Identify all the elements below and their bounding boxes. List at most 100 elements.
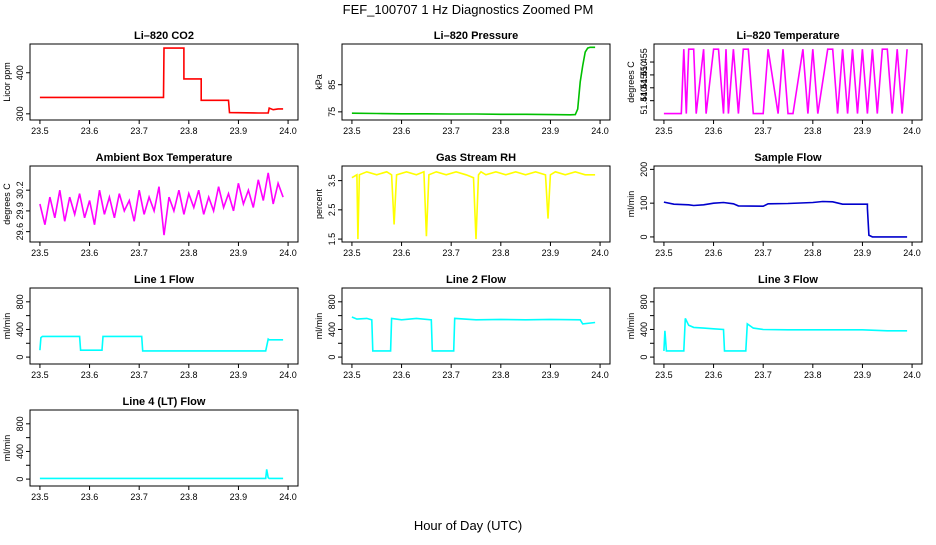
y-tick-label: 29.6 (15, 223, 25, 241)
plot-frame (29, 287, 299, 365)
x-tick-label: 23.6 (705, 370, 723, 380)
plot-frame (341, 287, 611, 365)
series-line (351, 170, 596, 240)
y-axis-label: ml/min (2, 313, 12, 340)
page-title: FEF_100707 1 Hz Diagnostics Zoomed PM (342, 2, 594, 17)
x-tick-label: 24.0 (279, 248, 297, 258)
x-tick-label: 23.6 (81, 126, 99, 136)
chart-panel-3: Li–820 Temperature degrees C 23.5 23.6 23.7 2… (626, 30, 923, 136)
y-axis-label: degrees C (626, 61, 636, 103)
chart-panel-4: Ambient Box Temperature degrees C 23.5 23.6… (2, 152, 299, 258)
x-tick-label: 24.0 (903, 126, 921, 136)
y-tick-label: 3.5 (327, 174, 337, 187)
x-tick-label: 23.9 (542, 248, 560, 258)
chart-panel-9: Line 3 Flow ml/min 23.5 23.6 23.7 23.8 23.9 24.… (626, 274, 923, 380)
y-tick-label: 51.440 (639, 87, 649, 115)
x-tick-label: 23.9 (542, 126, 560, 136)
x-tick-label: 23.5 (343, 126, 361, 136)
y-tick-label: 51.455 (639, 48, 649, 76)
chart-panel-7: Line 1 Flow ml/min 23.5 23.6 23.7 23.8 23.9 24.… (2, 274, 299, 380)
y-tick-label: 800 (639, 294, 649, 309)
x-tick-label: 23.9 (230, 248, 248, 258)
y-axis-label: ml/min (314, 313, 324, 340)
x-tick-label: 23.8 (492, 248, 510, 258)
chart-title: Li–820 CO2 (134, 30, 194, 42)
series-line (351, 316, 596, 352)
x-tick-label: 23.6 (81, 248, 99, 258)
x-tick-label: 23.9 (230, 126, 248, 136)
series-line (39, 469, 284, 480)
x-tick-label: 23.7 (754, 126, 772, 136)
x-tick-label: 23.6 (705, 126, 723, 136)
y-tick-label: 75 (327, 107, 337, 117)
x-tick-label: 23.8 (804, 126, 822, 136)
chart-title: Li–820 Pressure (434, 30, 518, 42)
x-tick-label: 23.5 (655, 370, 673, 380)
y-tick-label: 29.9 (15, 202, 25, 220)
x-tick-label: 23.8 (492, 370, 510, 380)
x-tick-label: 23.9 (230, 492, 248, 502)
y-tick-label: 85 (327, 80, 337, 90)
x-tick-label: 23.7 (442, 248, 460, 258)
y-tick-label: 0 (639, 234, 649, 239)
y-tick-label: 0 (15, 355, 25, 360)
y-tick-label: 200 (639, 162, 649, 177)
x-tick-label: 23.7 (442, 370, 460, 380)
y-tick-label: 400 (15, 444, 25, 459)
plot-frame (653, 43, 923, 121)
y-tick-label: 0 (15, 477, 25, 482)
y-tick-label: 2.5 (327, 204, 337, 217)
x-tick-label: 23.9 (854, 370, 872, 380)
chart-title: Ambient Box Temperature (96, 152, 233, 164)
y-axis-label: degrees C (2, 183, 12, 225)
x-tick-label: 23.9 (542, 370, 560, 380)
x-tick-label: 23.7 (130, 370, 148, 380)
chart-panel-5: Gas Stream RH percent 23.5 23.6 23.7 23.8 23.9… (314, 152, 611, 258)
x-tick-label: 23.7 (130, 492, 148, 502)
plot-frame (341, 43, 611, 121)
series-line (39, 335, 284, 352)
plot-frame (653, 165, 923, 243)
chart-panel-2: Li–820 Pressure kPa 23.5 23.6 23.7 23.8 23.9 24… (314, 30, 611, 136)
x-tick-label: 23.5 (31, 492, 49, 502)
plot-frame (29, 43, 299, 121)
y-tick-label: 800 (15, 294, 25, 309)
y-tick-label: 800 (327, 294, 337, 309)
x-tick-label: 23.7 (442, 126, 460, 136)
x-tick-label: 23.7 (754, 248, 772, 258)
y-tick-label: 0 (327, 355, 337, 360)
x-tick-label: 23.8 (180, 492, 198, 502)
chart-panel-10: Line 4 (LT) Flow ml/min 23.5 23.6 23.7 23.8 23… (2, 396, 299, 502)
x-tick-label: 23.5 (655, 126, 673, 136)
x-tick-label: 23.7 (754, 370, 772, 380)
chart-title: Line 1 Flow (134, 274, 194, 286)
series-line (663, 48, 908, 115)
chart-panel-8: Line 2 Flow ml/min 23.5 23.6 23.7 23.8 23.9 24.… (314, 274, 611, 380)
x-tick-label: 23.8 (180, 370, 198, 380)
plot-frame (29, 165, 299, 243)
y-axis-label: percent (314, 188, 324, 219)
plot-frame (653, 287, 923, 365)
y-tick-label: 100 (639, 196, 649, 211)
y-axis-label: ml/min (626, 191, 636, 218)
chart-title: Line 3 Flow (758, 274, 818, 286)
x-tick-label: 24.0 (279, 370, 297, 380)
x-tick-label: 23.9 (230, 370, 248, 380)
x-tick-label: 23.5 (31, 126, 49, 136)
x-tick-label: 23.6 (393, 126, 411, 136)
x-tick-label: 23.5 (343, 248, 361, 258)
y-tick-label: 800 (15, 416, 25, 431)
y-axis-label: ml/min (626, 313, 636, 340)
y-axis-label: Licor ppm (2, 62, 12, 102)
y-axis-label: ml/min (2, 435, 12, 462)
x-tick-label: 23.5 (31, 248, 49, 258)
x-tick-label: 24.0 (591, 370, 609, 380)
x-tick-label: 23.7 (130, 248, 148, 258)
series-line (663, 318, 908, 352)
plot-frame (341, 165, 611, 243)
x-axis-label: Hour of Day (UTC) (413, 518, 523, 533)
series-line (39, 172, 284, 236)
x-tick-label: 24.0 (279, 126, 297, 136)
